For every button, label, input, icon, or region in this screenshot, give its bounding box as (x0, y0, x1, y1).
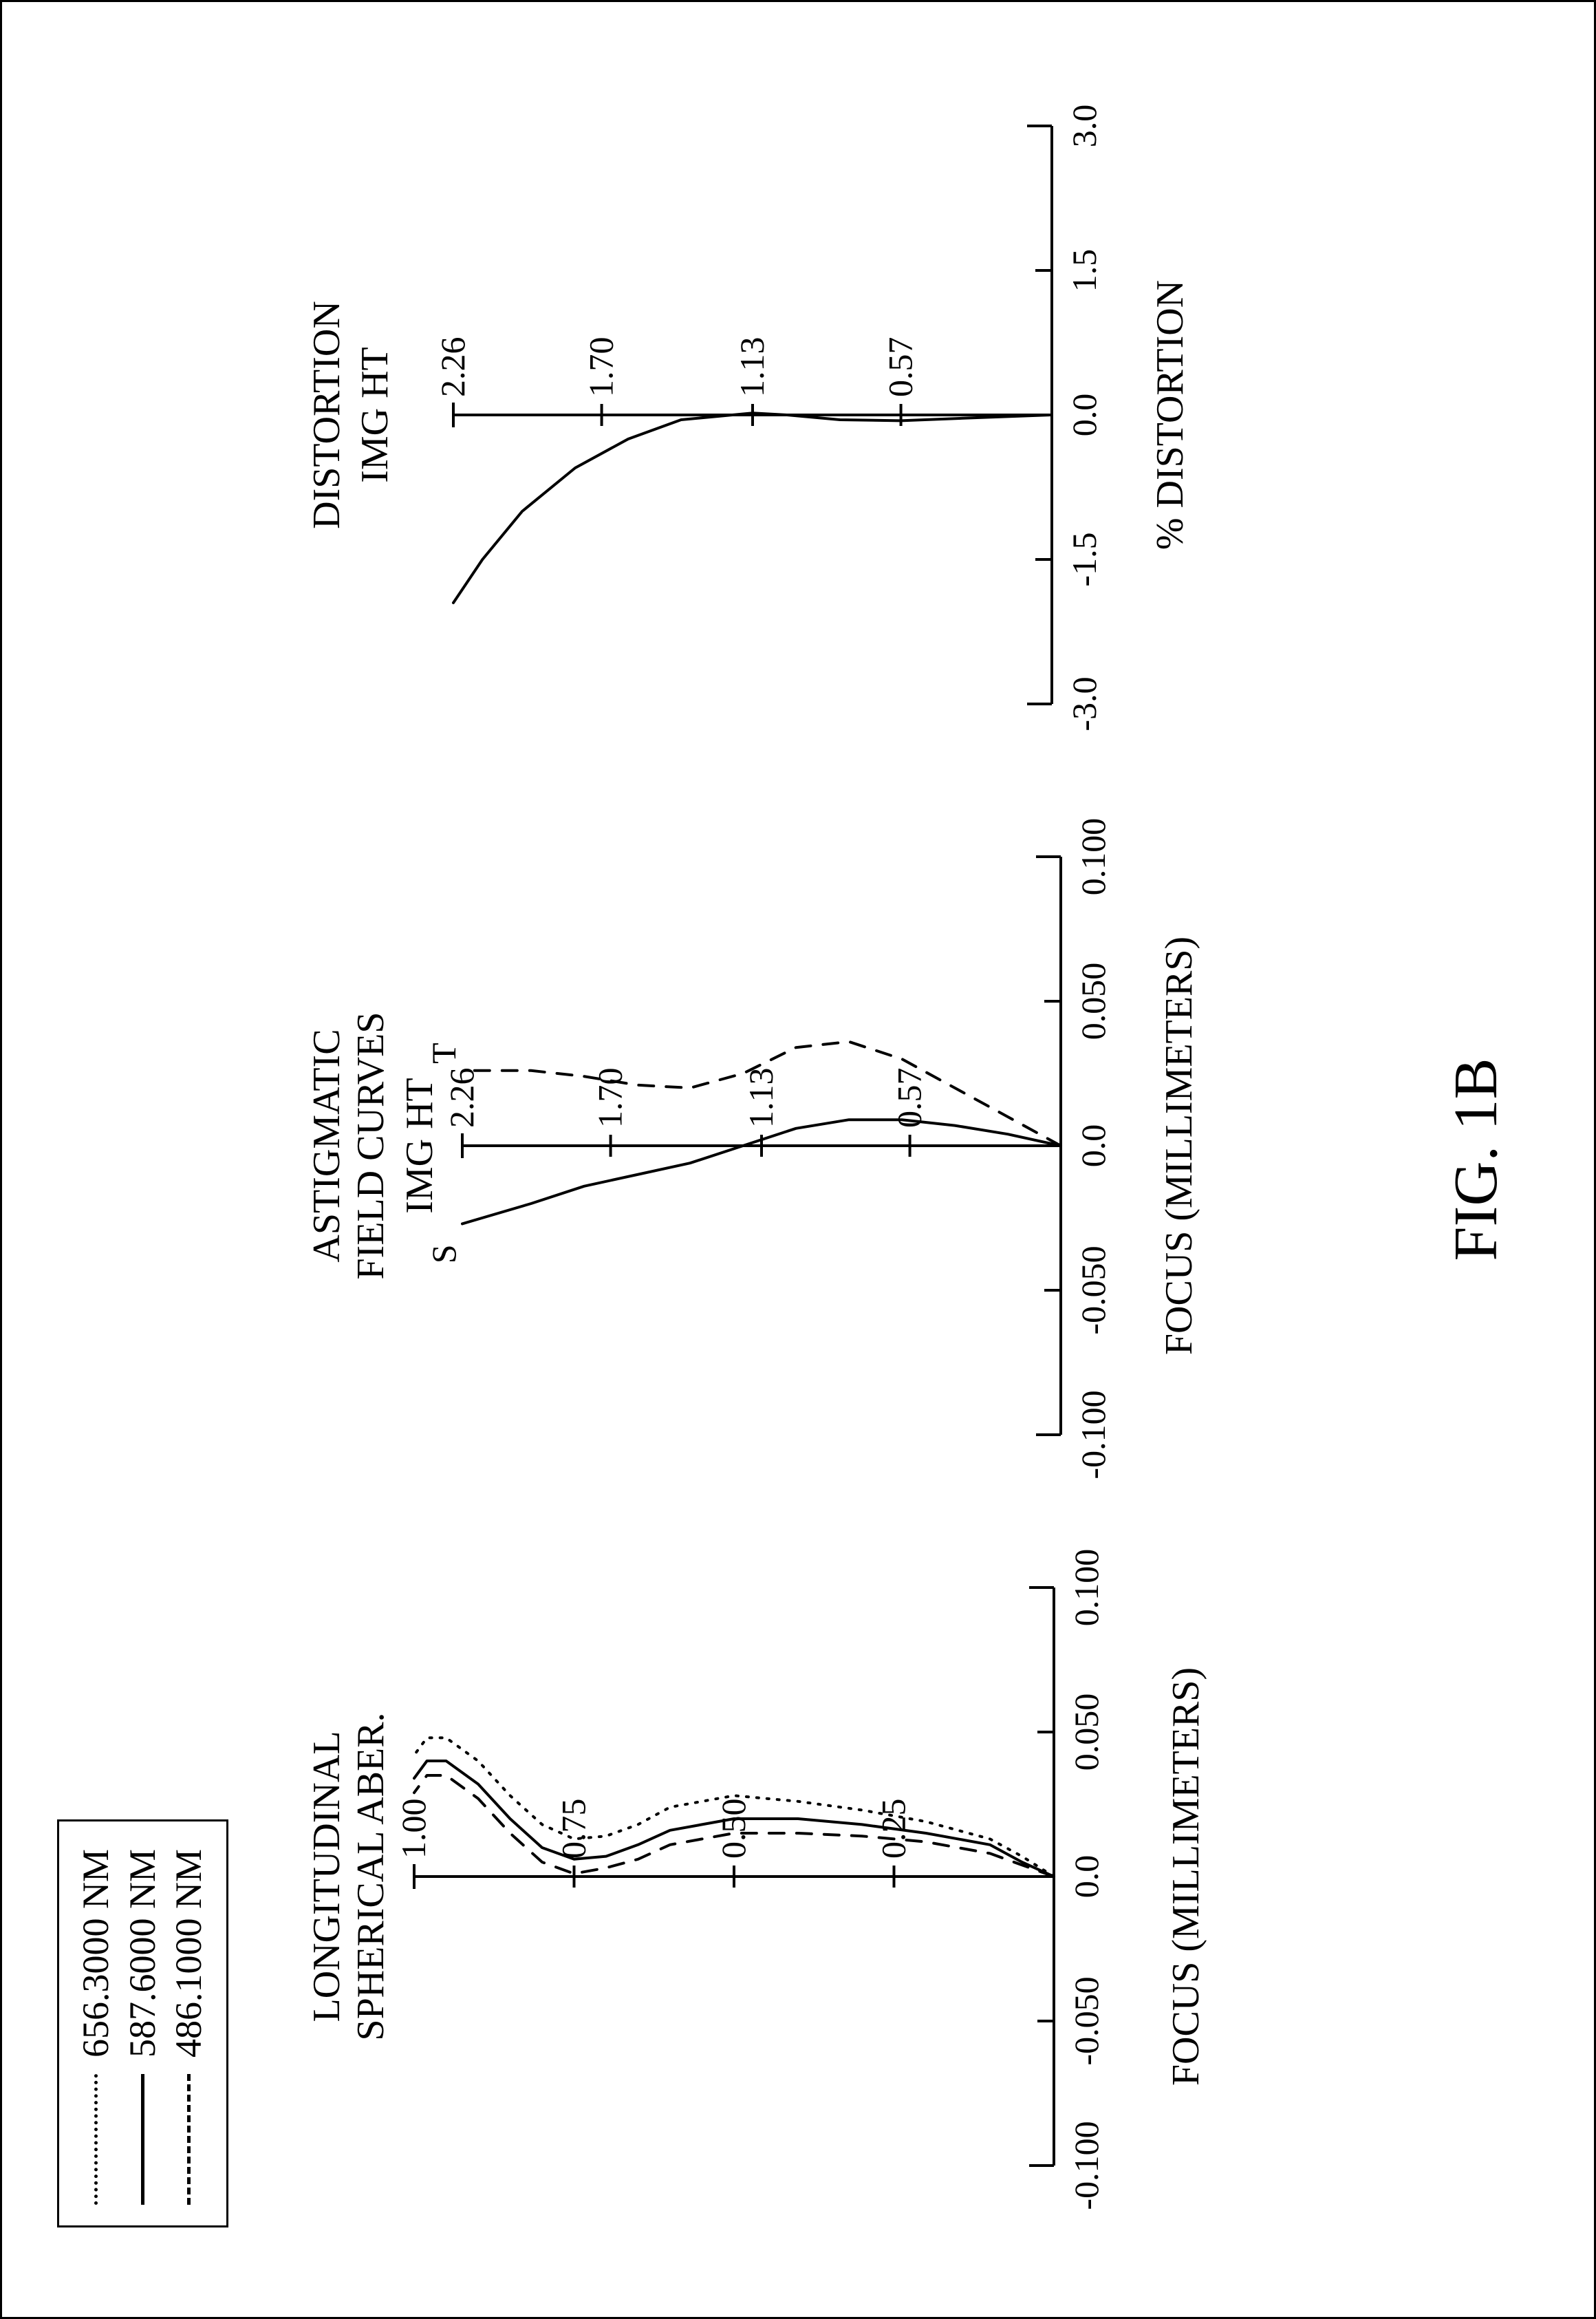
svg-text:-3.0: -3.0 (1065, 676, 1103, 731)
svg-text:0.57: 0.57 (881, 337, 920, 398)
panels-row: LONGITUDINAL SPHERICAL ABER. 0.250.500.7… (305, 85, 1337, 2207)
x-axis-label: % DISTORTION (1148, 85, 1192, 745)
panel-astigmatic: ASTIGMATIC FIELD CURVES IMG HT 0.571.131… (305, 815, 1337, 1476)
figure-label: FIG. 1B (1441, 1058, 1511, 1261)
svg-text:1.13: 1.13 (742, 1068, 780, 1129)
title-line: SPHERICAL ABER. (349, 1712, 392, 2040)
legend-item: 587.6000 NM (120, 1849, 166, 2205)
svg-text:1.00: 1.00 (394, 1799, 433, 1859)
panel-title: DISTORTION (305, 85, 349, 745)
panel-subtitle: IMG HT (398, 815, 442, 1476)
panel-distortion: DISTORTION IMG HT 0.57 1.13 1.70 2.26 -3.0 -1… (305, 85, 1337, 745)
svg-text:0.100: 0.100 (1074, 818, 1112, 896)
svg-text:-0.050: -0.050 (1074, 1246, 1112, 1334)
panel-title: LONGITUDINAL SPHERICAL ABER. (305, 1546, 393, 2207)
legend-item: 486.1000 NM (166, 1849, 213, 2205)
legend-label: 486.1000 NM (166, 1849, 213, 2058)
panel-spherical: LONGITUDINAL SPHERICAL ABER. 0.250.500.7… (305, 1546, 1337, 2207)
svg-text:0.050: 0.050 (1074, 963, 1112, 1040)
svg-text:0.0: 0.0 (1067, 1855, 1106, 1899)
legend-swatch-solid (141, 2074, 144, 2205)
svg-text:-0.100: -0.100 (1074, 1390, 1112, 1479)
rotated-frame: 656.3000 NM 587.6000 NM 486.1000 NM LONG… (0, 0, 1596, 2319)
svg-text:0.75: 0.75 (554, 1799, 592, 1859)
svg-text:-0.050: -0.050 (1067, 1976, 1106, 2065)
svg-text:1.13: 1.13 (733, 337, 771, 398)
svg-text:0.50: 0.50 (714, 1799, 753, 1859)
svg-text:0.050: 0.050 (1067, 1693, 1106, 1771)
legend-box: 656.3000 NM 587.6000 NM 486.1000 NM (57, 1819, 228, 2227)
title-line: DISTORTION (305, 301, 348, 529)
svg-text:3.0: 3.0 (1065, 105, 1103, 148)
plot-area: 0.571.131.702.26-3.0-1.50.01.53.0 (440, 85, 1086, 745)
plot-svg: 0.571.131.702.26-0.100-0.0500.00.0500.10… (449, 815, 1095, 1476)
svg-text:0.0: 0.0 (1074, 1124, 1112, 1168)
svg-text:1.70: 1.70 (590, 1068, 629, 1129)
svg-text:-0.100: -0.100 (1067, 2121, 1106, 2210)
title-line: FIELD CURVES (349, 1012, 392, 1279)
plot-svg: 0.250.500.751.00-0.100-0.0500.00.0500.10… (400, 1546, 1088, 2207)
x-axis-label: FOCUS (MILLIMETERS) (1164, 1546, 1208, 2207)
legend-label: 656.3000 NM (73, 1849, 120, 2058)
svg-text:2.26: 2.26 (433, 337, 472, 398)
legend-swatch-dashed (187, 2074, 191, 2205)
svg-text:0.0: 0.0 (1065, 394, 1103, 437)
svg-text:1.5: 1.5 (1065, 249, 1103, 292)
svg-text:-1.5: -1.5 (1065, 532, 1103, 586)
svg-text:0.100: 0.100 (1067, 1549, 1106, 1627)
x-axis-label: FOCUS (MILLIMETERS) (1157, 815, 1201, 1476)
svg-text:T: T (424, 1043, 463, 1064)
plot-area: 0.571.131.702.26-0.100-0.0500.00.0500.10… (449, 815, 1095, 1476)
svg-text:2.26: 2.26 (442, 1068, 481, 1129)
panel-title: ASTIGMATIC FIELD CURVES (305, 815, 393, 1476)
figure-area: 656.3000 NM 587.6000 NM 486.1000 NM LONG… (2, 2, 1594, 2317)
svg-text:S: S (424, 1244, 463, 1263)
legend-item: 656.3000 NM (73, 1849, 120, 2205)
legend-label: 587.6000 NM (120, 1849, 166, 2058)
plot-svg: 0.571.131.702.26-3.0-1.50.01.53.0 (440, 85, 1086, 745)
legend-swatch-dotted (94, 2074, 98, 2205)
page: 656.3000 NM 587.6000 NM 486.1000 NM LONG… (0, 0, 1596, 2319)
svg-text:1.70: 1.70 (582, 337, 621, 398)
panel-subtitle: IMG HT (353, 85, 397, 745)
title-line: ASTIGMATIC (305, 1029, 348, 1262)
plot-area: 0.250.500.751.00-0.100-0.0500.00.0500.10… (400, 1546, 1088, 2207)
title-line: LONGITUDINAL (305, 1731, 348, 2022)
